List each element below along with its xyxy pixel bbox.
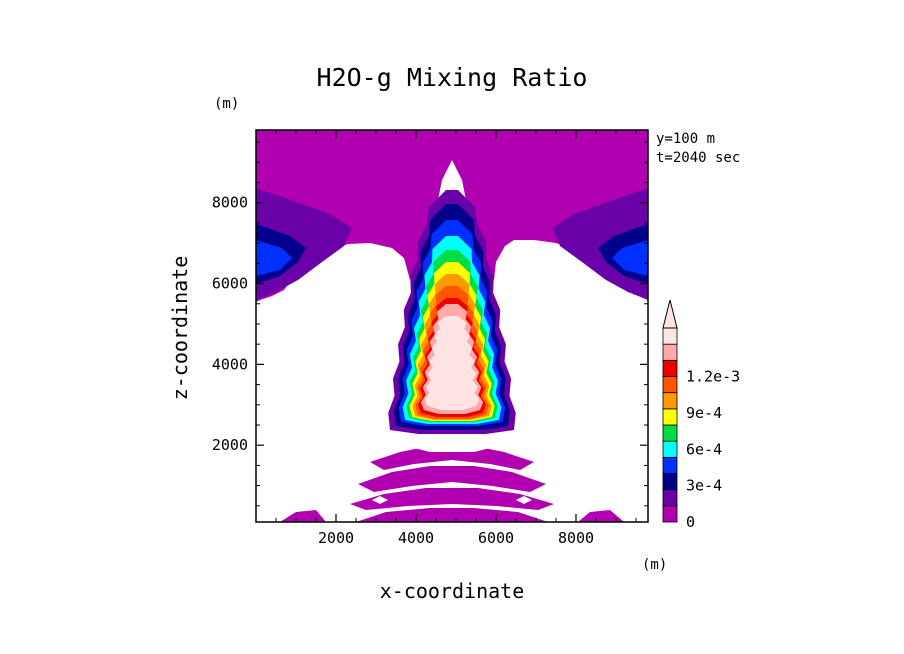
lower-gap-0	[414, 442, 490, 452]
lower-band-2	[350, 488, 554, 510]
info-line-t: t=2040 sec	[656, 150, 740, 166]
x-tick-label: 6000	[478, 529, 514, 547]
lower-band-3	[356, 508, 548, 522]
contour-fill	[256, 130, 648, 522]
info-line-y: y=100 m	[656, 131, 715, 147]
x-axis-label: x-coordinate	[380, 579, 525, 603]
contour-region-left-3	[256, 240, 292, 276]
lower-band-1	[358, 466, 546, 492]
y-unit-label: (m)	[214, 96, 239, 112]
x-unit-label: (m)	[642, 557, 667, 573]
x-tick-label: 2000	[318, 529, 354, 547]
colorbar-swatch	[662, 440, 678, 458]
colorbar-swatch	[662, 408, 678, 426]
y-tick-label: 8000	[212, 194, 248, 212]
lower-gap-2	[516, 496, 532, 504]
colorbar-swatch	[662, 327, 678, 345]
x-tick-label: 8000	[558, 529, 594, 547]
colorbar-swatch	[662, 424, 678, 442]
colorbar-swatch	[662, 505, 678, 523]
cloud-contour-10	[424, 316, 480, 410]
x-tick-label: 4000	[398, 529, 434, 547]
axes: 2000 4000 6000 8000 2000 4000 6000 8000	[212, 129, 649, 547]
lower-band-0	[370, 446, 534, 470]
lower-gap-1	[372, 496, 388, 504]
colorbar-swatch	[662, 392, 678, 410]
colorbar-swatch	[662, 489, 678, 507]
y-tick-label: 2000	[212, 436, 248, 454]
colorbar-label: 9e-4	[686, 404, 722, 422]
colorbar-swatch	[662, 376, 678, 394]
colorbar-label: 0	[686, 513, 695, 531]
chart-title: H2O-g Mixing Ratio	[317, 63, 588, 92]
lower-band-4	[280, 510, 326, 522]
colorbar-label: 3e-4	[686, 477, 722, 495]
y-tick-label: 6000	[212, 275, 248, 293]
y-tick-label: 4000	[212, 355, 248, 373]
y-axis-label: z-coordinate	[168, 256, 192, 401]
colorbar: 0 3e-4 6e-4 9e-4 1.2e-3	[662, 299, 740, 531]
plot-frame	[255, 129, 649, 523]
colorbar-swatch	[662, 359, 678, 377]
contour-region-right-3	[612, 240, 648, 276]
colorbar-label: 1.2e-3	[686, 368, 740, 386]
colorbar-extend-arrow	[662, 299, 678, 329]
colorbar-swatch	[662, 456, 678, 474]
colorbar-label: 6e-4	[686, 440, 722, 458]
lower-band-5	[578, 510, 624, 522]
colorbar-swatch	[662, 473, 678, 491]
contour-region-upper	[256, 130, 648, 302]
colorbar-swatch	[662, 343, 678, 361]
